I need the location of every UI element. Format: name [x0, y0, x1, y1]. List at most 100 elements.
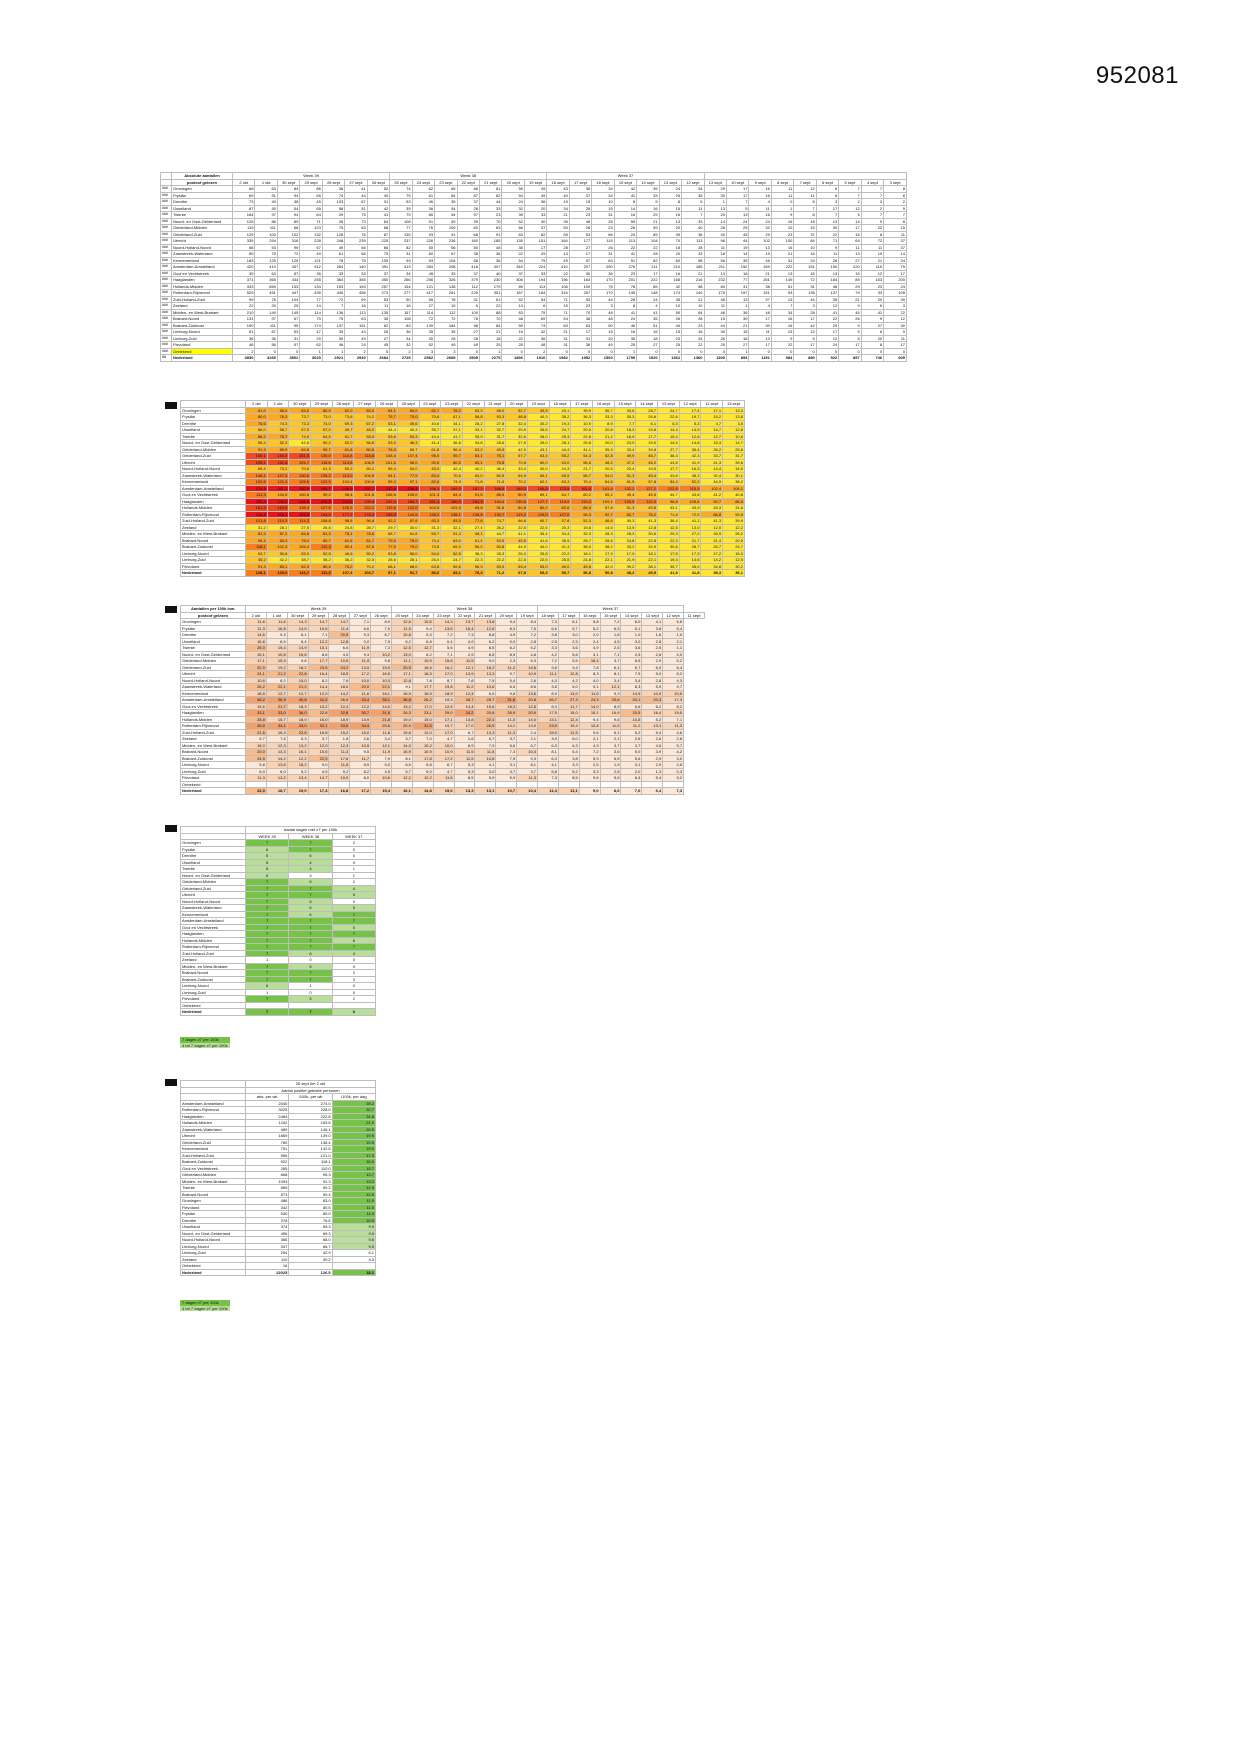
rate-cell: 6,4: [641, 787, 664, 795]
table-row: Flevoland 11,3 13,2 13,4 14,7 10,9 8,0 10,6 12,2…: [180, 774, 705, 782]
rate-cell: [662, 780, 685, 788]
table-row: ### Groningen 68 63 84 86 36 41 52 74 62 65 86 81 55 49…: [160, 185, 907, 193]
table-row: Twente 6 4 1: [180, 865, 377, 873]
table-cell: 1916: [523, 354, 548, 362]
table-row: Drenthe 14,6 9,3 6,1 7,1 20,5 9,3 6,7 10,8 9,3 7,2…: [180, 631, 705, 639]
rate-cell: 5,8: [662, 618, 685, 626]
table-cell: 880: [793, 354, 817, 362]
table-row: ### Brabant-Noord 131 97 67 70 75 63 35 108 72 72 76…: [160, 315, 907, 323]
table-row: Fryslân 6 7 0: [180, 845, 377, 853]
table-row: IJsselland 66,0 58,7 57,0 57,0 49,7 45,0 44,4 40…: [180, 426, 745, 434]
heat-cell: 128,1: [245, 569, 268, 577]
table-row: ### Midden- en West-Brabant 210 149 145 114 13…: [160, 308, 907, 316]
table-row: Zeeland 31,2 28,1 27,5 26,8 24,8 28,7 29,7 30,0 3…: [180, 523, 745, 531]
table-row: Gooi en Vechtstreek 15,6 21,7 18,3 15,2 12,4 1…: [180, 702, 705, 710]
region-name: Nederland: [180, 1268, 246, 1276]
table-row: Kennemerland 132,5 121,3 125,6 122,9 104,4 100…: [180, 478, 745, 486]
rate-cell: 2,6: [662, 735, 685, 743]
table-row: Twente 26,0 15,4 14,9 10,1 6,6 11,9 7,3 12,5 12,7…: [180, 644, 705, 652]
table-row: Gooi en Vechtstreek 7 7 5: [180, 923, 377, 931]
table-title: Aantal dagen met ≥7 per 100k: [245, 826, 376, 834]
region-name: Gelderland-Zuid: [180, 663, 246, 671]
table-row: Brabant-Noord 7 7 2: [180, 969, 377, 977]
header-row: WEEK 39 WEEK 38 WEEK 37: [180, 832, 377, 840]
region-name: Haaglanden: [180, 709, 246, 717]
table-row: Rotterdam-Rijnmond 40,0 34,1 33,0 32,1 33,0 34…: [180, 722, 705, 730]
heat-cell: 83,1: [440, 569, 463, 577]
days-cell: 0: [331, 897, 377, 905]
region-name: Rotterdam-Rijnmond: [180, 510, 246, 518]
table-row: Amsterdam-Amstelland 7 7 7: [180, 917, 377, 925]
days-cell: 0: [331, 988, 377, 996]
table-row: Zeeland 110 30.2 4.3: [180, 1255, 377, 1263]
rate-cell: 10,5: [662, 689, 685, 697]
table-cell: 984: [770, 354, 795, 362]
region-name: Gelderland-Midden: [180, 657, 246, 665]
heat-cell: 41,8: [678, 569, 702, 577]
table-cell: 2684: [366, 354, 391, 362]
days-cell: 5: [331, 904, 377, 912]
absolute-counts-table: Absolute aantallen Week 39 Week 38 Week 37 p…: [160, 172, 908, 362]
table-row: Drenthe 5 6 0: [180, 852, 377, 860]
table-row: Brabant-Zuidoost 922 118.1 16.9: [180, 1158, 377, 1166]
heat-cell: 97,1: [375, 569, 398, 577]
table-row: Limburg-Zuid 6,0 6,0 5,2 4,9 9,2 8,2 4,5 5,7 5,0 4…: [180, 767, 705, 775]
heat-cell: 65,3: [526, 569, 550, 577]
rate-cell: 5,2: [662, 657, 685, 665]
rate-cell: 5,4: [662, 624, 685, 632]
region-name: Brabant-Zuidoost: [180, 754, 246, 762]
table-row: Gelderland-Zuid 22,9 19,2 18,2 23,5 24,2 13,5 1…: [180, 663, 705, 671]
days-cell: 0: [331, 956, 377, 964]
rate-cell: 16,8: [328, 787, 351, 795]
table-cell: 1360: [681, 354, 705, 362]
table-row: ### Zaanstreek-Waterland 89 75 72 49 61 68 75 31 6…: [160, 250, 907, 258]
rate-cell: 10,4: [516, 787, 539, 795]
rate-cell: 5,7: [662, 741, 685, 749]
table-row: ### Fryslân 69 91 94 65 74 44 40 75 61 84 87 82 54 49 40…: [160, 191, 907, 199]
region-name: Nederland: [180, 1008, 246, 1016]
table-row: Gelderland-Zuid 760 136.4 19.5: [180, 1138, 377, 1146]
table-row: Limburg-Noord 9,8 13,8 18,2 9,0 11,8 8,5 5,0 6,9…: [180, 761, 705, 769]
heat-cell: 120,0: [266, 569, 290, 577]
region-name: Brabant-Zuidoost: [180, 543, 246, 551]
table-row: Limburg-Zuid 1 0 0: [180, 988, 377, 996]
table-row: Midden- en West-Brabant 7 5 0: [180, 962, 377, 970]
table-row: ### Brabant-Zuidoost 190 111 95 174 137 151 62 83…: [160, 321, 907, 329]
rate-cell: 8,2: [662, 670, 685, 678]
region-name: Flevoland: [180, 774, 246, 782]
table-row: IJsselland 16,6 8,5 6,4 12,2 12,8 0,0 7,9 6,2 6,8…: [180, 637, 705, 645]
table-row: Onbekend: [180, 780, 705, 788]
rate-cell: 7,1: [662, 715, 685, 723]
legend-item: 7 dagen ≥7 per 100k: [180, 1037, 230, 1043]
redaction-block: [165, 1079, 177, 1086]
region-name: Zuid-Holland-Zuid: [180, 517, 246, 525]
days-cell: 4: [331, 884, 377, 892]
table-row: Flevoland 7 5 2: [180, 995, 377, 1003]
weekly-summary-legend: 7 dagen ≥7 per 100k 4 tot 7 dagen ≥7 per …: [180, 1300, 230, 1311]
table-row: Zeeland 1 0 0: [180, 956, 377, 964]
table-row: Brabant-Zuidoost 24,5 14,2 12,2 22,5 17,6 11,7…: [180, 754, 705, 762]
rate-cell: 6,4: [662, 663, 685, 671]
table-row: Groningen 11,6 11,6 14,3 14,7 14,7 7,1 8,9 12,6 1…: [180, 618, 705, 626]
table-row: Gelderland-Midden 91,3 89,9 84,8 90,7 81,8 80,…: [180, 445, 745, 453]
region-name: Utrecht: [180, 670, 246, 678]
table-row: Twente 86,2 76,7 74,0 64,5 61,7 53,5 53,6 53,3 44…: [180, 432, 745, 440]
days-cell: 1: [331, 871, 377, 879]
region-name: Nederland: [180, 787, 246, 795]
table-row: Rotterdam-Rijnmond 215,3 208,1 205,8 193,6 17…: [180, 510, 745, 518]
rate-cell: 14,8: [411, 787, 434, 795]
rate-cell: 18,7: [265, 787, 288, 795]
rate-cell: 13,3: [453, 787, 476, 795]
table-row: Noord- en Oost-Gelderland 6 3 1: [180, 871, 377, 879]
table-cell: 605: [883, 354, 907, 362]
table-row: ### IJsselland 87 45 54 65 58 51 42 39 36 54 28 33 32 2…: [160, 204, 907, 212]
table-cell: 1799: [613, 354, 638, 362]
heat-cell: 56,8: [570, 569, 593, 577]
table-row: Hollands-Midden 1242 153.5 21.9: [180, 1119, 377, 1127]
rate-cell: 2,1: [662, 637, 685, 645]
region-name: Nederland: [180, 569, 246, 577]
region-name: Nederland: [171, 354, 233, 362]
region-name: Onbekend: [180, 780, 246, 788]
legend-item: 7 dagen ≥7 per 100k: [180, 1300, 230, 1306]
table-row: Amsterdam-Amstelland 2040 274.0 39.2: [180, 1099, 377, 1107]
